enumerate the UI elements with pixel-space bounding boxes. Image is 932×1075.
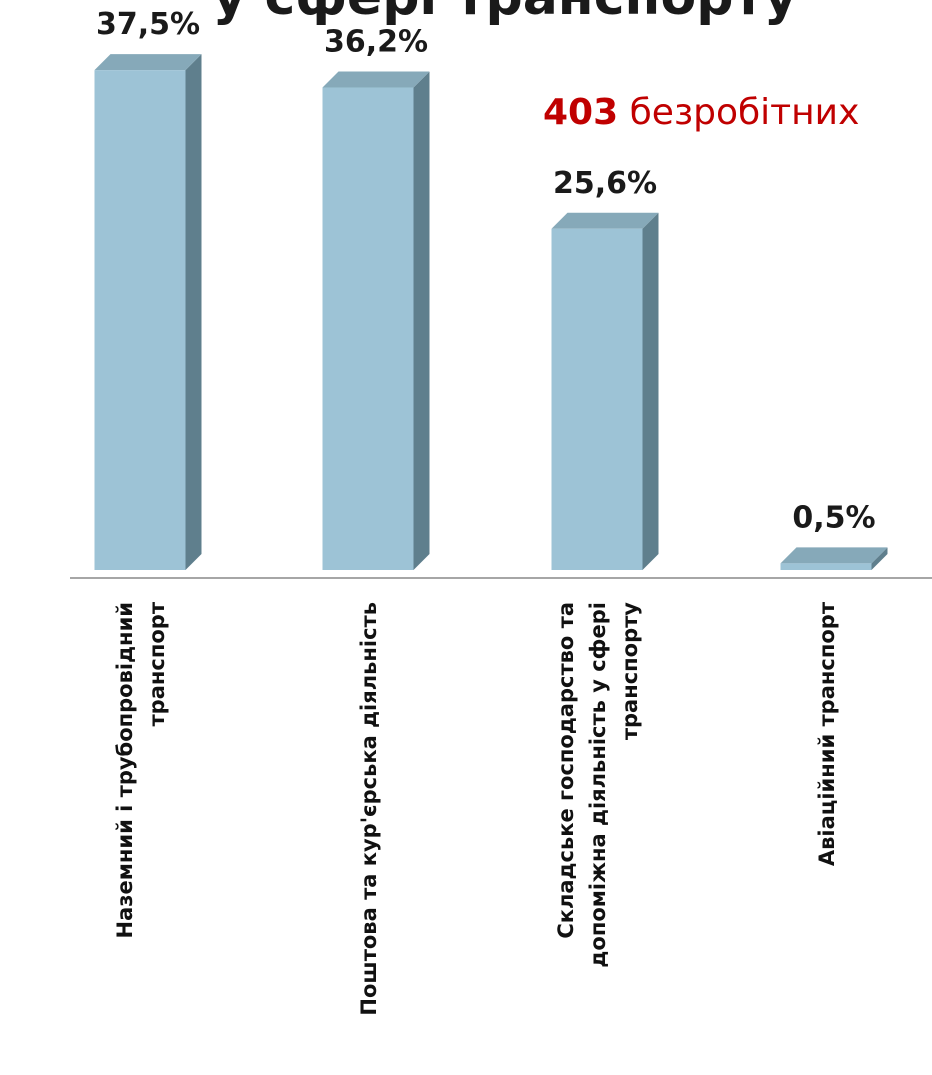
- category-label-3-line-3: транспорту: [618, 602, 642, 740]
- bar-3-top: [551, 212, 659, 229]
- value-label-1: 37,5%: [96, 7, 200, 42]
- bar-1-front: [94, 70, 186, 570]
- unemployed-count-annotation: 403 безробітних: [543, 92, 859, 133]
- category-labels-layer: Наземний і трубопровідний транспорт Поштов…: [113, 601, 839, 1015]
- bar-2-side: [413, 71, 430, 570]
- category-label-3: Складське господарство та допоміжна діяль…: [554, 602, 642, 968]
- category-label-1-line-2: транспорт: [145, 601, 169, 726]
- category-label-2-line-1: Поштова та кур'єрська діяльність: [357, 602, 381, 1016]
- bar-4-top: [780, 547, 888, 564]
- bar-1: [94, 54, 202, 570]
- value-label-2: 36,2%: [324, 24, 428, 59]
- unemployed-count-number: 403: [543, 92, 618, 133]
- category-label-1-line-1: Наземний і трубопровідний: [113, 602, 137, 938]
- category-label-3-line-2: допоміжна діяльність у сфері: [586, 602, 610, 968]
- value-label-3: 25,6%: [553, 166, 657, 201]
- value-labels-layer: 37,5% 36,2% 25,6% 0,5%: [96, 7, 876, 535]
- category-label-3-line-1: Складське господарство та: [554, 602, 578, 939]
- bar-2: [322, 71, 430, 570]
- value-label-4: 0,5%: [792, 500, 875, 535]
- category-label-4: Авіаційний транспорт: [815, 601, 839, 866]
- unemployed-count-text: безробітних: [618, 92, 859, 133]
- bar-3-front: [551, 228, 643, 570]
- category-label-2: Поштова та кур'єрська діяльність: [357, 602, 381, 1016]
- bar-1-top: [94, 54, 202, 71]
- bar-4-front: [780, 563, 872, 570]
- bar-4-side: [871, 547, 888, 570]
- chart-title: у сфері транспорту: [213, 0, 798, 27]
- bar-4: [780, 547, 888, 570]
- bar-3: [551, 212, 659, 570]
- bar-1-side: [185, 54, 202, 570]
- category-label-1: Наземний і трубопровідний транспорт: [113, 601, 169, 938]
- bar-2-front: [322, 87, 414, 570]
- category-label-4-line-1: Авіаційний транспорт: [815, 601, 839, 866]
- bars-layer: [94, 54, 888, 570]
- bar-3-side: [642, 212, 659, 570]
- bar-2-top: [322, 71, 430, 88]
